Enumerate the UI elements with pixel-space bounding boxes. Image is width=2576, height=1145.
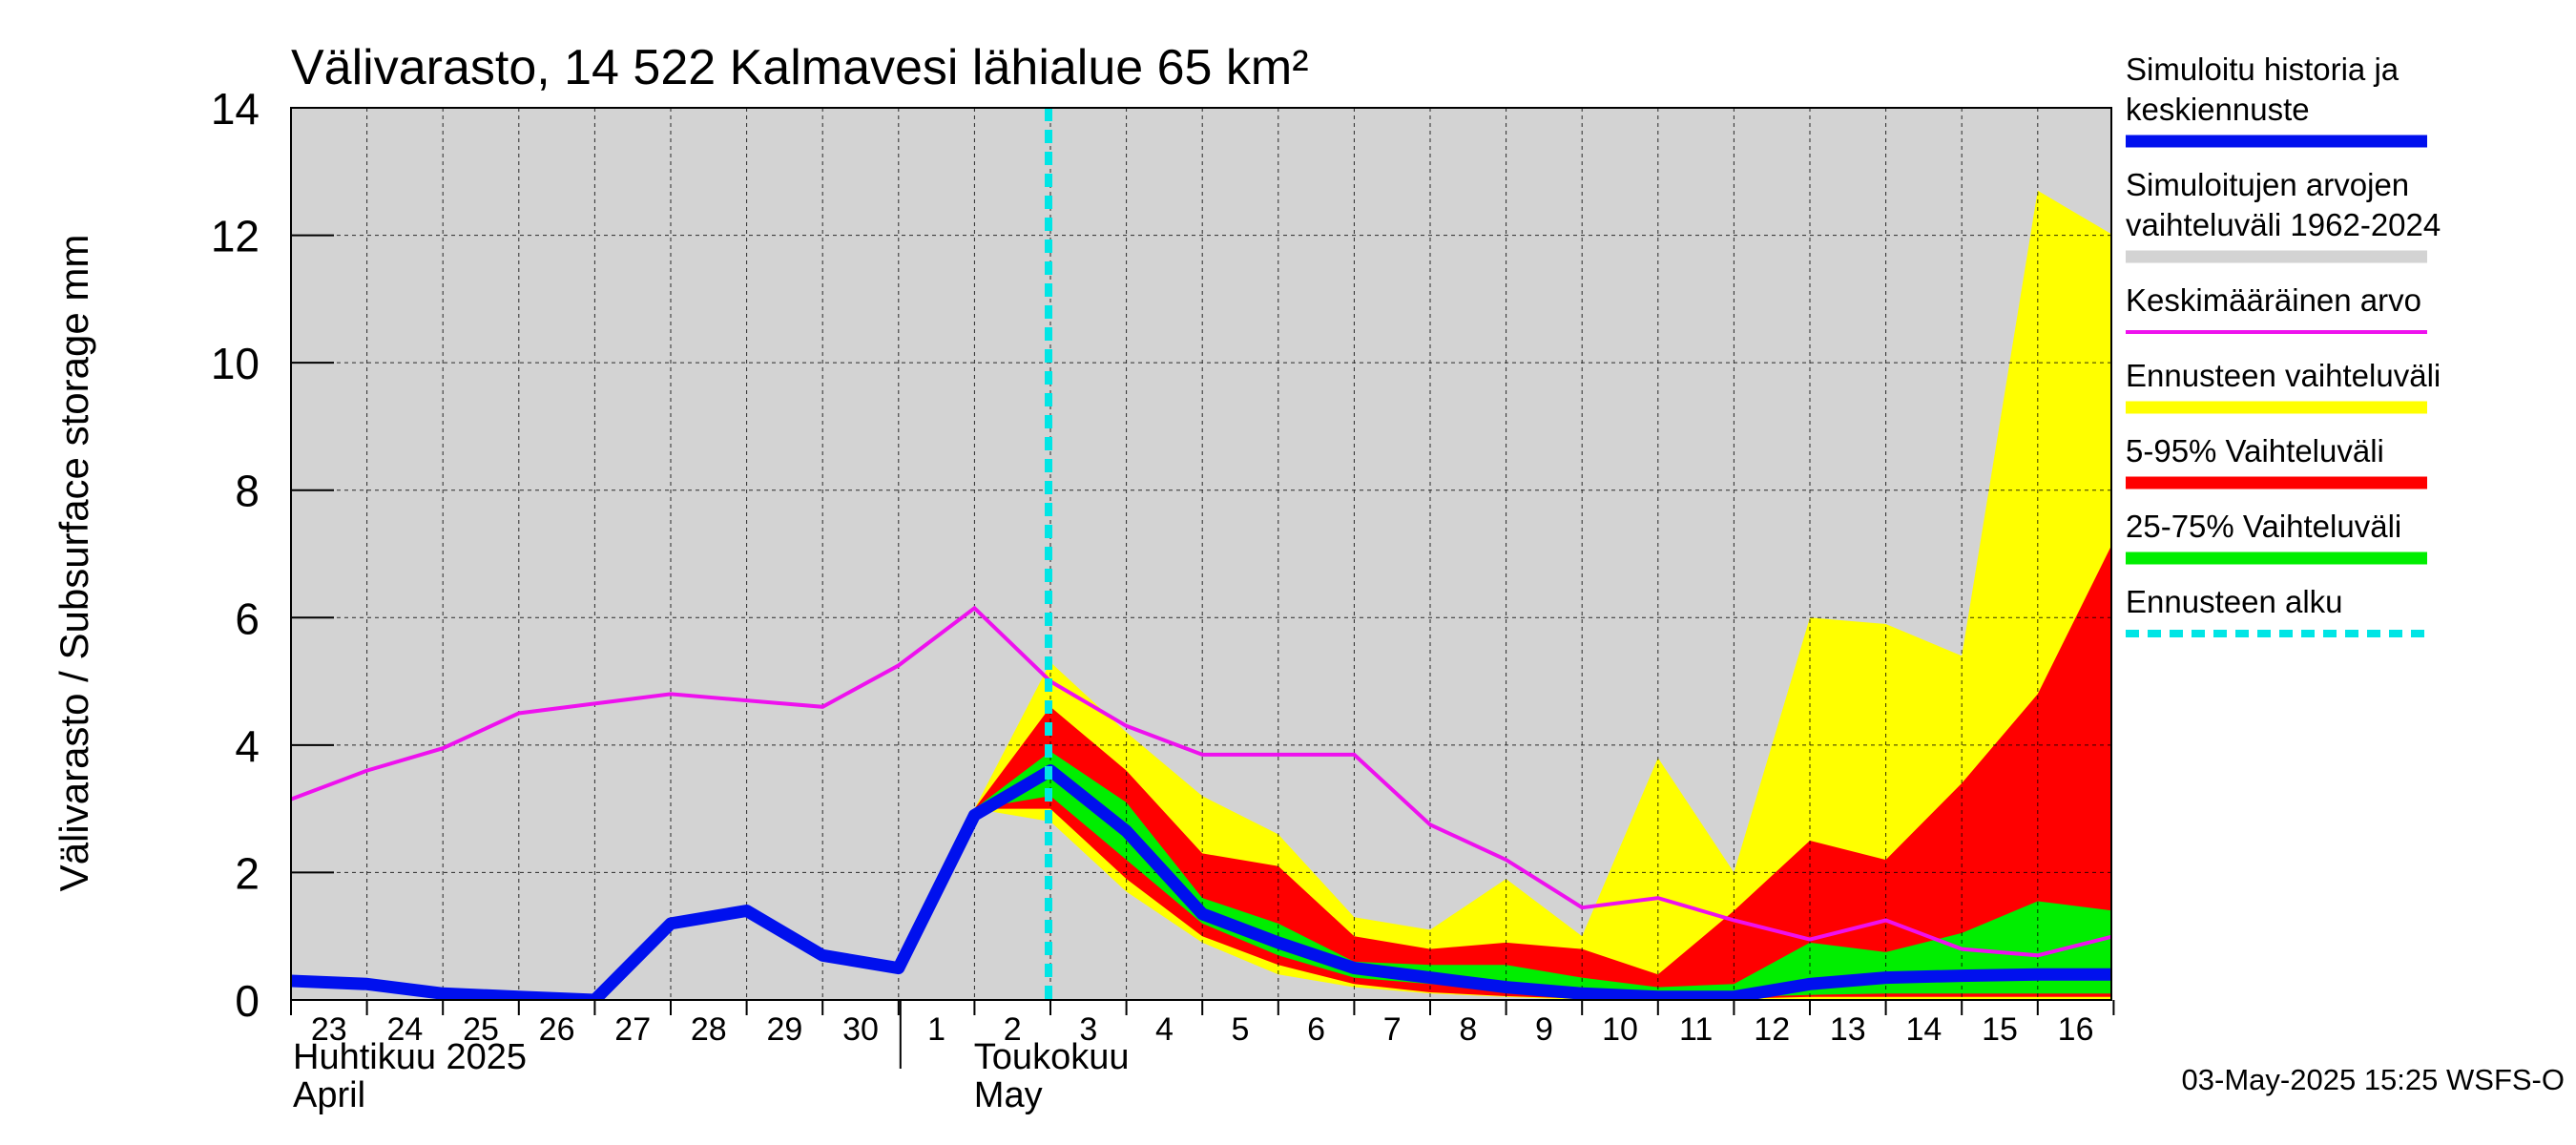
- x-tick-label: 14: [1905, 1011, 1942, 1048]
- x-tick-label: 29: [766, 1011, 802, 1048]
- forecast-range-band: [974, 190, 2111, 1000]
- x-tick-label: 3: [1079, 1011, 1097, 1048]
- plot-frame: [290, 107, 2112, 1001]
- x-tick-label: 7: [1383, 1011, 1402, 1048]
- x-tick-label: 23: [311, 1011, 347, 1048]
- footer-timestamp: 03-May-2025 15:25 WSFS-O: [2182, 1063, 2565, 1096]
- y-axis-label: Välivarasto / Subsurface storage mm: [52, 235, 96, 892]
- x-tick-label: 30: [842, 1011, 879, 1048]
- x-tick-label: 27: [614, 1011, 651, 1048]
- x-tick-label: 25: [463, 1011, 499, 1048]
- legend-label: keskiennuste: [2126, 92, 2310, 127]
- y-tick-label: 6: [235, 593, 260, 643]
- y-tick-label: 0: [235, 976, 260, 1026]
- y-tick-label: 14: [211, 84, 260, 134]
- month-label-en: April: [293, 1075, 365, 1115]
- x-tick-label: 13: [1830, 1011, 1866, 1048]
- x-tick-label: 24: [386, 1011, 423, 1048]
- x-tick-label: 16: [2058, 1011, 2094, 1048]
- y-tick-label: 12: [211, 212, 260, 261]
- x-tick-label: 11: [1679, 1011, 1713, 1048]
- x-tick-label: 15: [1982, 1011, 2018, 1048]
- legend-label: vaihteluväli 1962-2024: [2126, 207, 2441, 242]
- legend: Simuloitu historia ja keskiennuste Simuloi…: [2126, 52, 2441, 637]
- month-label-en: May: [974, 1075, 1043, 1115]
- x-tick-label: 4: [1155, 1011, 1174, 1048]
- y-tick-label: 10: [211, 339, 260, 388]
- x-tick-label: 28: [691, 1011, 727, 1048]
- y-tick-label: 4: [235, 721, 260, 771]
- x-tick-label: 10: [1602, 1011, 1638, 1048]
- x-tick-label: 26: [539, 1011, 575, 1048]
- range-5-95-band: [974, 545, 2111, 1000]
- x-tick-label: 6: [1307, 1011, 1325, 1048]
- legend-label: 5-95% Vaihteluväli: [2126, 433, 2384, 468]
- legend-label: Ennusteen alku: [2126, 584, 2343, 619]
- x-tick-label: 12: [1754, 1011, 1790, 1048]
- chart-title: Välivarasto, 14 522 Kalmavesi lähialue 6…: [291, 40, 1309, 95]
- x-tick-label: 5: [1232, 1011, 1250, 1048]
- mean-value-line: [291, 605, 2111, 958]
- month-label-fi: Toukokuu: [974, 1037, 1130, 1077]
- x-tick-label: 9: [1535, 1011, 1553, 1048]
- y-tick-label: 8: [235, 467, 260, 516]
- grid: [291, 108, 2111, 1000]
- legend-label: Simuloitujen arvojen: [2126, 167, 2409, 202]
- x-tick-label: 2: [1004, 1011, 1022, 1048]
- legend-label: Ennusteen vaihteluväli: [2126, 358, 2441, 393]
- legend-label: Keskimääräinen arvo: [2126, 282, 2421, 318]
- y-tick-label: 2: [235, 848, 260, 898]
- legend-label: Simuloitu historia ja: [2126, 52, 2399, 87]
- x-tick-label: 8: [1459, 1011, 1477, 1048]
- x-tick-label: 1: [927, 1011, 945, 1048]
- legend-label: 25-75% Vaihteluväli: [2126, 509, 2401, 544]
- simulated-line: [291, 764, 2111, 1000]
- month-label-fi: Huhtikuu 2025: [293, 1037, 527, 1077]
